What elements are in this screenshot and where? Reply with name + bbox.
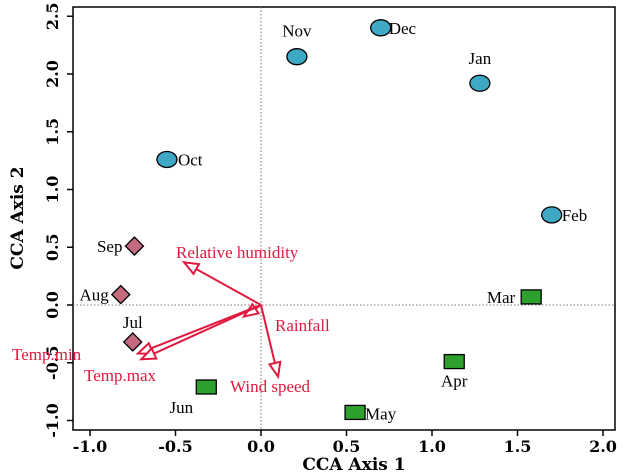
vector-label: Temp.min bbox=[12, 345, 82, 364]
vector-label: Wind speed bbox=[230, 377, 311, 396]
x-tick-label: 0.0 bbox=[247, 437, 275, 456]
point-label-dec: Dec bbox=[389, 19, 417, 38]
vector-label: Relative humidity bbox=[176, 243, 299, 262]
point-mar bbox=[520, 289, 542, 305]
vector-arrowhead bbox=[181, 260, 201, 276]
point-apr bbox=[443, 353, 465, 370]
x-tick-label: -1.0 bbox=[73, 437, 107, 456]
point-label-apr: Apr bbox=[441, 372, 468, 391]
y-tick-label: -1.0 bbox=[43, 403, 62, 437]
point-label-sep: Sep bbox=[97, 237, 123, 256]
point-label-oct: Oct bbox=[178, 150, 203, 169]
x-tick-label: -0.5 bbox=[158, 437, 192, 456]
y-tick-label: 1.5 bbox=[43, 118, 62, 146]
point-may bbox=[344, 404, 366, 421]
plot-frame bbox=[72, 6, 616, 431]
point-label-jun: Jun bbox=[169, 398, 193, 417]
point-jun bbox=[195, 379, 217, 395]
point-feb bbox=[541, 206, 563, 224]
y-tick-label: 2.5 bbox=[43, 2, 62, 30]
x-tick-label: 0.5 bbox=[333, 437, 361, 456]
x-tick-label: 2.0 bbox=[589, 437, 617, 456]
point-sep bbox=[124, 236, 145, 257]
point-label-may: May bbox=[365, 404, 397, 423]
point-label-jan: Jan bbox=[469, 49, 492, 68]
x-tick-label: 1.5 bbox=[504, 437, 532, 456]
y-tick-label: 0.0 bbox=[43, 291, 62, 319]
y-tick-label: 2.0 bbox=[43, 60, 62, 88]
y-axis-title: CCA Axis 2 bbox=[8, 166, 28, 269]
point-label-aug: Aug bbox=[79, 286, 109, 305]
y-tick-label: -0.5 bbox=[43, 346, 62, 380]
vector-arrowhead bbox=[138, 346, 158, 361]
point-label-feb: Feb bbox=[562, 206, 588, 225]
vector-line bbox=[140, 304, 262, 361]
point-dec bbox=[370, 19, 392, 37]
point-nov bbox=[286, 48, 308, 66]
point-jul bbox=[122, 332, 143, 352]
y-tick-label: 0.5 bbox=[43, 233, 62, 261]
x-tick-label: 1.0 bbox=[418, 437, 446, 456]
vector-label: Temp.max bbox=[84, 366, 156, 385]
vector-line bbox=[137, 304, 262, 355]
vector-label: Rainfall bbox=[275, 316, 330, 335]
point-label-nov: Nov bbox=[282, 22, 312, 41]
x-axis-title: CCA Axis 1 bbox=[302, 455, 405, 475]
point-oct bbox=[156, 150, 178, 169]
point-label-jul: Jul bbox=[123, 313, 143, 332]
point-aug bbox=[110, 284, 131, 305]
point-label-mar: Mar bbox=[487, 288, 516, 307]
vector-arrowhead bbox=[267, 360, 282, 380]
y-tick-label: 1.0 bbox=[43, 176, 62, 204]
point-jan bbox=[469, 74, 491, 92]
